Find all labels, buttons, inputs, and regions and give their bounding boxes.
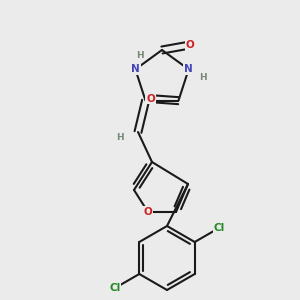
Text: O: O <box>144 207 152 217</box>
Text: Cl: Cl <box>110 283 121 293</box>
Text: H: H <box>136 51 144 60</box>
Text: N: N <box>184 64 193 74</box>
Text: O: O <box>146 94 155 104</box>
Text: O: O <box>186 40 194 50</box>
Text: N: N <box>131 64 140 74</box>
Text: H: H <box>116 134 124 142</box>
Text: H: H <box>199 73 206 82</box>
Text: Cl: Cl <box>213 223 225 233</box>
